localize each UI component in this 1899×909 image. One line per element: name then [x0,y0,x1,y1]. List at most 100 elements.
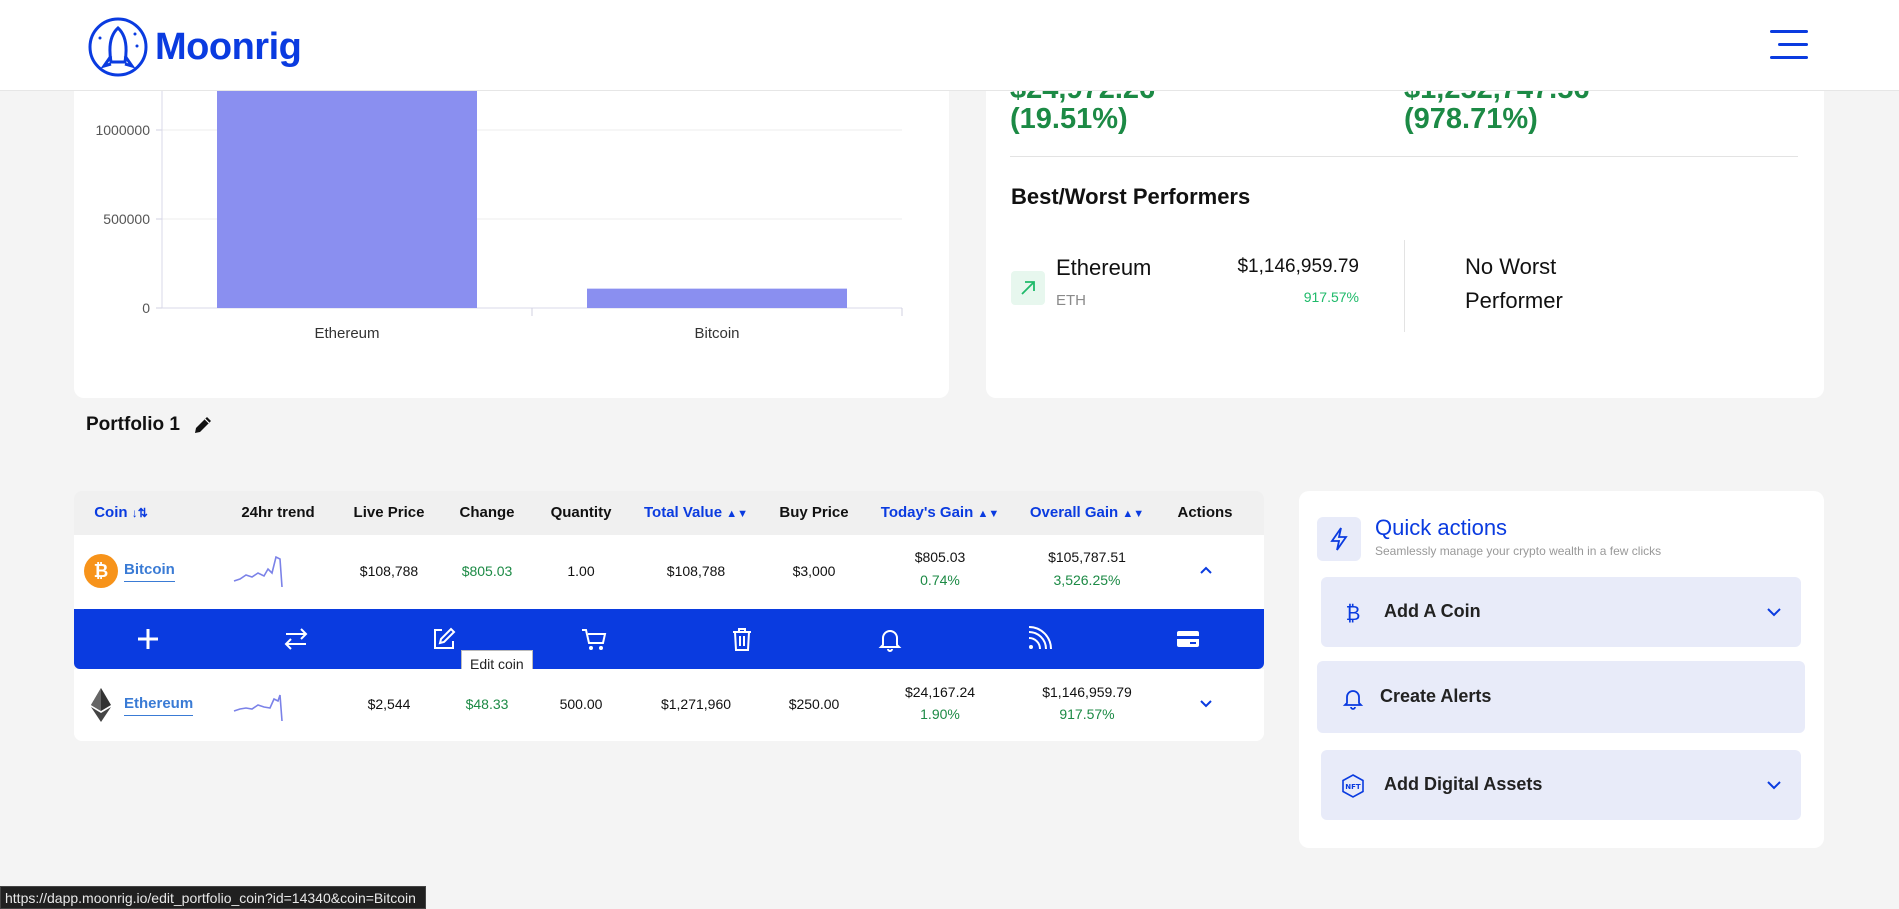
quantity: 500.00 [559,696,603,712]
live-price: $108,788 [359,563,419,579]
bar-ethereum [217,81,477,308]
top-header: Moonrig [0,0,1899,91]
y-tick-label: 500000 [103,211,150,227]
overall-gain: $1,146,959.79 [1042,684,1132,700]
svg-text:₿: ₿ [1346,601,1361,625]
bitcoin-icon: ₿ [84,554,118,588]
quick-actions-subtitle: Seamlessly manage your crypto wealth in … [1375,544,1662,558]
add-coin-label: Add A Coin [1384,601,1481,621]
overall-gain: $105,787.51 [1048,549,1126,565]
create-alerts-label: Create Alerts [1380,686,1492,706]
row-actions-bar [74,609,1264,669]
bitcoin-outline-icon: ₿ [1346,601,1361,625]
arrow-up-right-icon [1011,271,1045,305]
col-header-total-value[interactable]: Total Value ▲▼ [643,504,749,521]
col-header-actions: Actions [1177,504,1233,521]
coin-link[interactable]: Bitcoin [124,561,175,582]
cart-icon[interactable] [580,625,608,653]
chevron-up-icon[interactable] [1199,565,1213,575]
performers-title: Best/Worst Performers [1011,184,1251,209]
worst-performer-text: No Worst Performer [1465,254,1563,313]
best-performer-value: $1,146,959.79 [1237,256,1359,277]
buy-price: $3,000 [792,563,836,579]
quick-actions-title: Quick actions [1375,515,1508,540]
gain-right-pct: (978.71%) [1404,103,1538,135]
todays-gain: $805.03 [914,549,966,565]
trend-sparkline [233,555,283,588]
sort-icon: ▲▼ [977,508,1000,520]
best-performer-name: Ethereum [1056,255,1152,280]
y-tick-label: 0 [142,300,150,316]
divider [1404,240,1405,332]
gain-left-pct: (19.51%) [1010,103,1128,135]
chevron-down-icon[interactable] [1199,699,1213,709]
coin-cell: ₿ Bitcoin [84,554,175,588]
brand-logo[interactable]: Moonrig [87,16,302,78]
pencil-edit-icon[interactable] [192,414,214,436]
col-header-quantity: Quantity [550,504,612,521]
card-icon[interactable] [1174,625,1202,653]
col-header-overall-gain[interactable]: Overall Gain ▲▼ [1029,504,1145,521]
svg-text:₿: ₿ [94,561,109,582]
divider [1010,156,1798,157]
portfolio-title-row: Portfolio 1 [86,414,214,436]
chevron-down-icon [1767,781,1781,790]
x-tick-label: Bitcoin [694,325,739,342]
chevron-down-icon [1767,608,1781,617]
status-bar-url: https://dapp.moonrig.io/edit_portfolio_c… [0,886,426,909]
moonrig-logo-icon [88,17,148,77]
lightning-icon [1317,517,1361,561]
bell-icon [1342,690,1364,710]
coin-cell: Ethereum [84,687,194,723]
svg-text:NFT: NFT [1345,783,1361,791]
total-value: $1,271,960 [660,696,732,712]
table-row: Ethereum $2,544 $48.33 500.00 $1,271,960… [74,669,1264,741]
holdings-table-header: Coin ↓⇅ 24hr trend Live Price Change Qua… [74,491,1264,535]
holdings-bar-chart: 0 500000 1000000 Ethereum Bitcoin [95,60,903,342]
table-row: ₿ Bitcoin $108,788 $805.03 1.00 $108,788… [74,535,1264,609]
col-header-coin[interactable]: Coin ↓⇅ [94,504,148,521]
brand-name: Moonrig [155,25,302,68]
coin-link[interactable]: Ethereum [124,695,194,716]
edit-icon[interactable] [430,625,458,653]
bar-bitcoin [587,288,847,308]
y-tick-label: 1000000 [95,122,150,138]
sort-icon: ▲▼ [1122,508,1145,520]
price-change: $805.03 [461,563,513,579]
create-alerts-button[interactable]: Create Alerts [1317,661,1805,733]
add-digital-assets-button[interactable]: NFT Add Digital Assets [1321,750,1801,820]
sort-icon: ↓⇅ [131,506,148,520]
trend-sparkline [233,694,283,722]
trash-icon[interactable] [728,625,756,653]
total-value: $108,788 [666,563,726,579]
add-coin-button[interactable]: ₿ Add A Coin [1321,577,1801,647]
add-digital-assets-label: Add Digital Assets [1384,774,1543,794]
performance-card: $24,972.26 (19.51%) $1,252,747.56 (978.7… [986,60,1824,398]
plus-icon[interactable] [134,625,162,653]
todays-gain: $24,167.24 [904,684,976,700]
swap-icon[interactable] [282,625,310,653]
todays-gain-pct: 1.90% [920,706,960,722]
hamburger-menu-icon[interactable] [1770,30,1808,60]
price-change: $48.33 [465,696,509,712]
ethereum-icon [91,688,111,722]
portfolio-title: Portfolio 1 [86,414,180,435]
best-performer-symbol: ETH [1056,292,1086,309]
x-tick-label: Ethereum [314,325,379,342]
live-price: $2,544 [367,696,411,712]
col-header-live-price: Live Price [353,504,425,521]
best-performer-pct: 917.57% [1303,289,1359,305]
todays-gain-pct: 0.74% [920,572,960,588]
col-header-todays-gain[interactable]: Today's Gain ▲▼ [880,504,1000,521]
portfolio-chart-card: 0 500000 1000000 Ethereum Bitcoin [74,60,949,398]
nft-icon: NFT [1342,774,1364,798]
col-header-trend: 24hr trend [241,504,315,521]
overall-gain-pct: 917.57% [1059,706,1115,722]
quantity: 1.00 [567,563,595,579]
bell-icon[interactable] [876,625,904,653]
col-header-buy-price: Buy Price [779,504,849,521]
buy-price: $250.00 [788,696,840,712]
sort-icon: ▲▼ [726,508,749,520]
col-header-change: Change [459,504,515,521]
rss-icon[interactable] [1025,625,1053,653]
